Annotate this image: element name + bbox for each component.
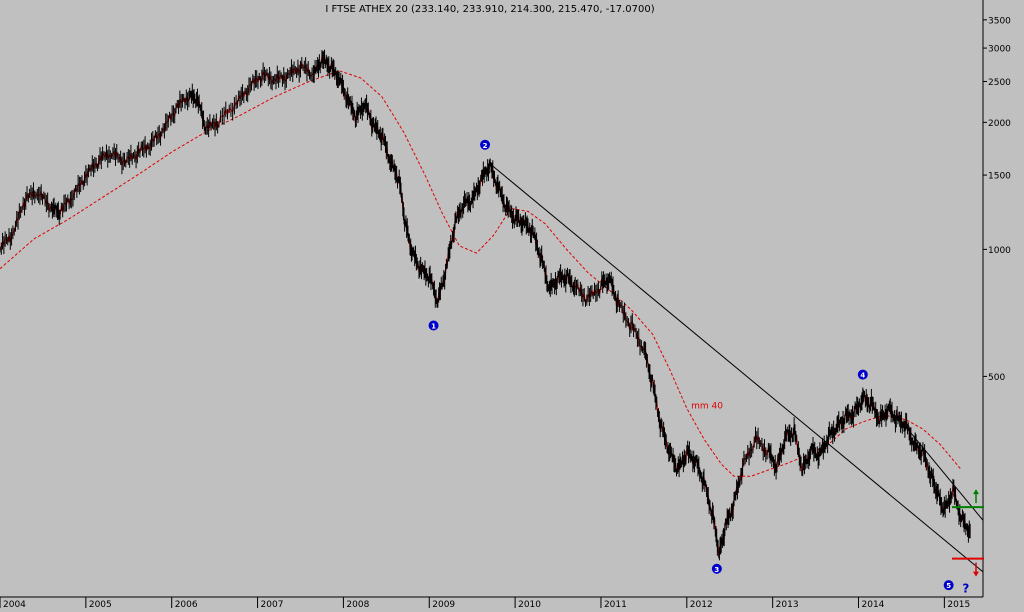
trend-lines <box>489 162 984 573</box>
horizontal-marks <box>952 489 984 577</box>
x-tick-label: 2012 <box>690 600 713 608</box>
chart-title: I FTSE ATHEX 20 (233.140, 233.910, 214.3… <box>325 4 654 15</box>
trend-line <box>905 426 984 521</box>
x-tick-label: 2005 <box>89 600 112 608</box>
x-tick-label: 2015 <box>947 600 970 608</box>
wave-question-label: ? <box>962 582 969 596</box>
arrow-down-head-icon <box>973 571 979 577</box>
wave-circle <box>711 563 722 574</box>
ma-annotation: mm 40 <box>691 401 723 411</box>
wave-label: 1 <box>431 323 436 331</box>
x-tick-label: 2007 <box>261 600 284 608</box>
y-tick-label: 1000 <box>988 246 1011 256</box>
wave-circle <box>943 580 954 591</box>
wave-circle <box>857 369 868 380</box>
moving-average-series <box>0 70 962 477</box>
y-tick-label: 1500 <box>988 172 1011 182</box>
x-tick-label: 2009 <box>432 600 455 608</box>
y-tick-label: 3000 <box>988 45 1011 55</box>
arrow-up-head-icon <box>973 489 979 495</box>
wave-label: 5 <box>946 582 951 590</box>
trend-line <box>489 162 984 573</box>
wave-circle <box>480 139 491 150</box>
y-tick-label: 2500 <box>988 78 1011 88</box>
x-tick-label: 2006 <box>175 600 198 608</box>
x-tick-label: 2014 <box>862 600 885 608</box>
wave-label: 2 <box>483 142 488 150</box>
x-axis-ticks: 2004 2005 2006 2007 2008 2009 2010 2011 2012 2013… <box>0 597 970 610</box>
wave-circle <box>428 320 439 331</box>
x-tick-label: 2013 <box>776 600 799 608</box>
y-tick-label: 500 <box>988 373 1005 383</box>
y-axis-ticks: 3500 3000 2500 2000 1500 1000 500 <box>983 16 1011 383</box>
x-tick-label: 2011 <box>604 600 627 608</box>
wave-label: 4 <box>860 372 865 380</box>
y-tick-label: 3500 <box>988 16 1011 26</box>
x-tick-label: 2008 <box>346 600 369 608</box>
y-tick-label: 2000 <box>988 119 1011 129</box>
wave-label: 3 <box>714 566 719 574</box>
x-tick-label: 2004 <box>3 600 26 608</box>
moving-average-line <box>0 70 962 477</box>
price-series <box>0 49 971 561</box>
x-tick-label: 2010 <box>518 600 541 608</box>
wave-labels: 1 2 3 4 5? <box>428 139 969 596</box>
